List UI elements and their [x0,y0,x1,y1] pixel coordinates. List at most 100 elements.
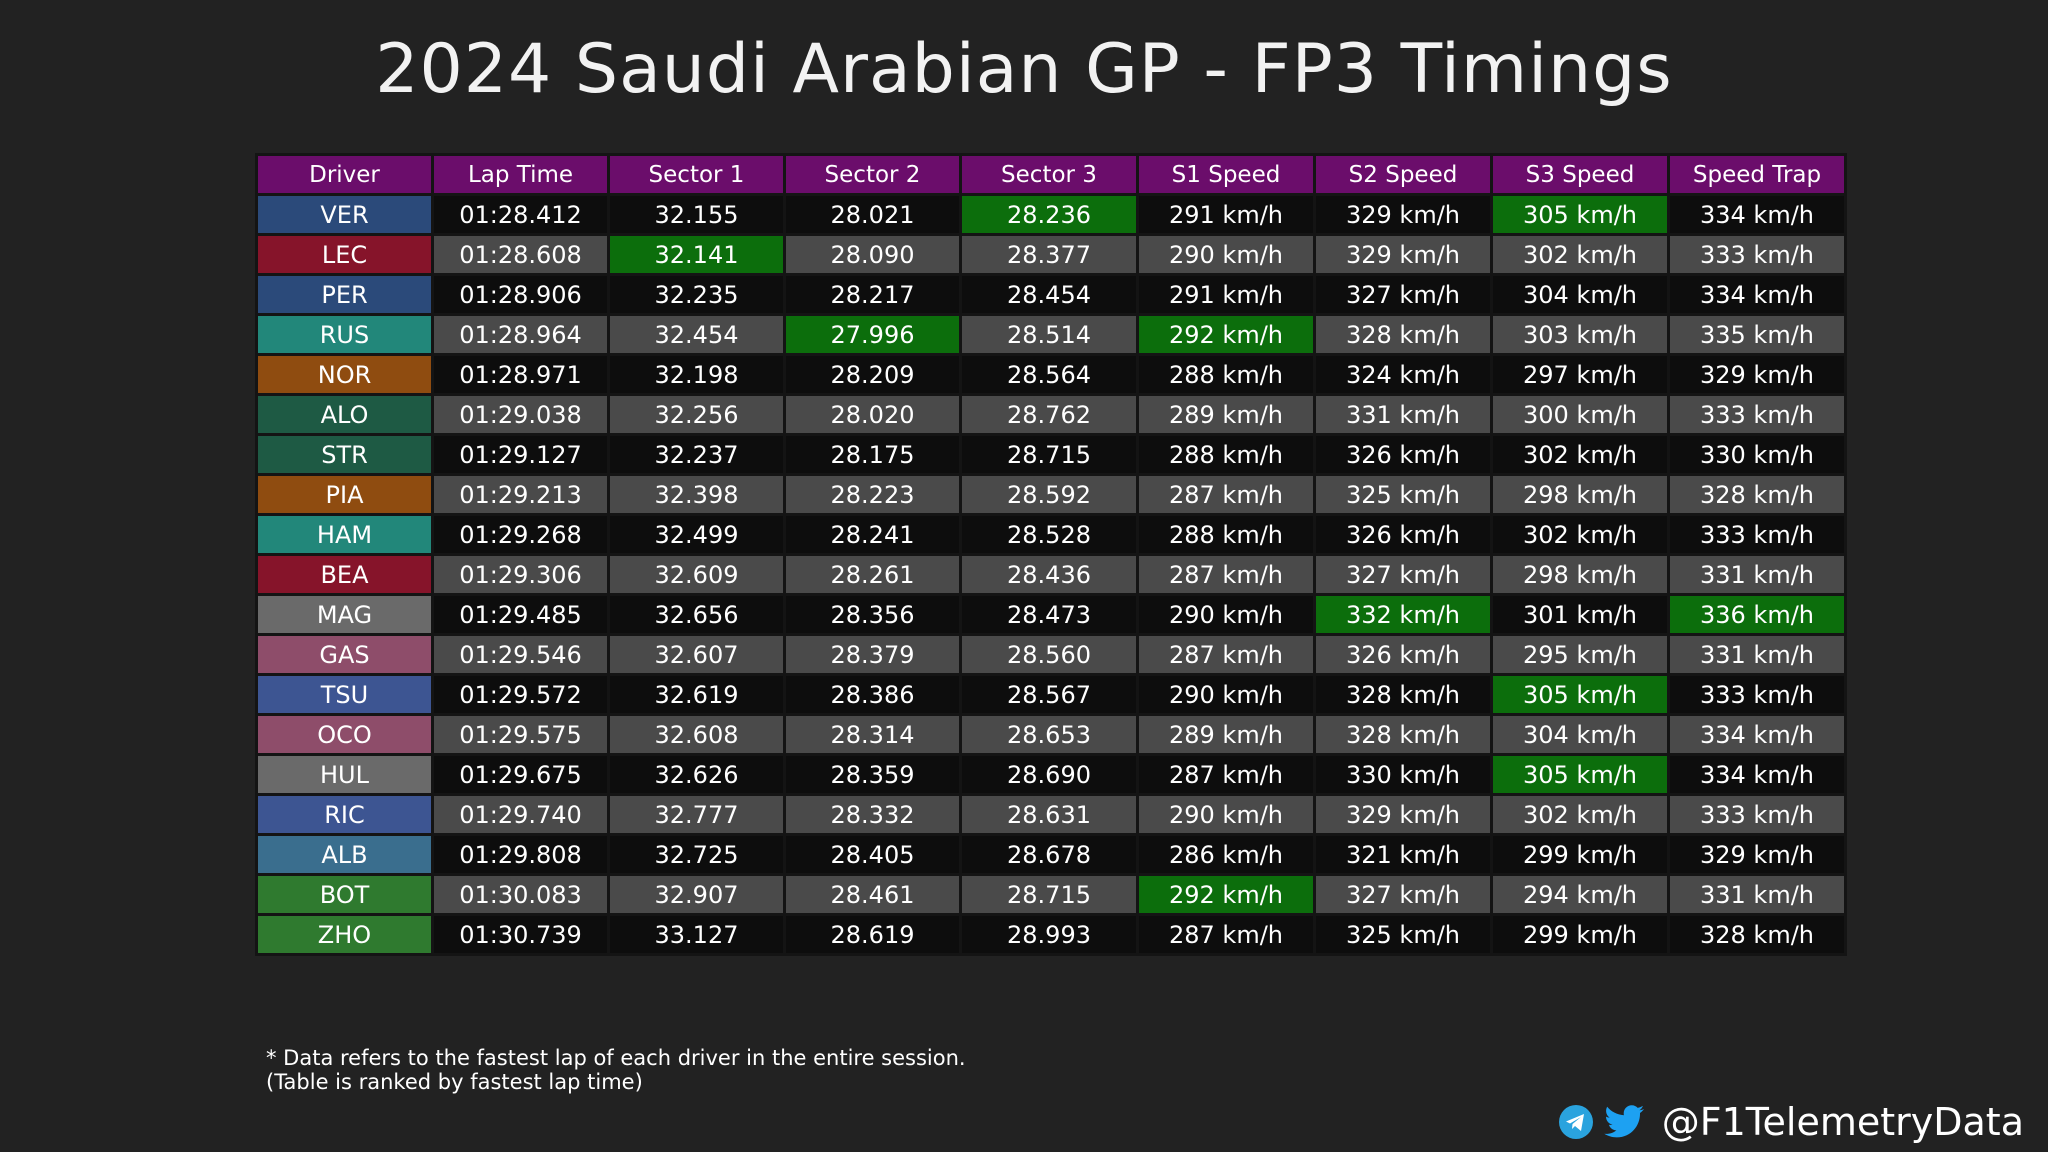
sector-3-cell: 28.564 [959,353,1139,396]
sector-1-cell: 32.237 [607,433,786,476]
sector-3-cell: 28.653 [959,713,1139,756]
s1-speed-cell: 290 km/h [1136,593,1316,636]
sector-3-cell: 28.560 [959,633,1139,676]
sector-1-cell: 32.499 [607,513,786,556]
s1-speed-cell: 291 km/h [1136,273,1316,316]
s1-speed-cell: 291 km/h [1136,193,1316,236]
sector-3-cell: 28.690 [959,753,1139,796]
sector-1-cell: 32.141 [607,233,786,276]
sector-3-cell: 28.528 [959,513,1139,556]
s1-speed-cell: 288 km/h [1136,353,1316,396]
driver-cell: NOR [255,353,434,396]
table-row: ALO 01:29.038 32.256 28.020 28.762 289 km/h 33… [255,393,1847,436]
table-row: RUS 01:28.964 32.454 27.996 28.514 292 km/h 32… [255,313,1847,356]
s2-speed-cell: 328 km/h [1313,713,1493,756]
speed-trap-cell: 333 km/h [1667,233,1847,276]
sector-3-cell: 28.473 [959,593,1139,636]
sector-2-cell: 28.217 [783,273,962,316]
sector-2-cell: 28.619 [783,913,962,956]
column-header-s1-speed: S1 Speed [1136,153,1316,196]
sector-1-cell: 32.626 [607,753,786,796]
speed-trap-cell: 335 km/h [1667,313,1847,356]
sector-1-cell: 33.127 [607,913,786,956]
s1-speed-cell: 290 km/h [1136,673,1316,716]
driver-cell: TSU [255,673,434,716]
driver-cell: LEC [255,233,434,276]
sector-2-cell: 28.405 [783,833,962,876]
sector-3-cell: 28.514 [959,313,1139,356]
footnote-line-2: (Table is ranked by fastest lap time) [266,1070,643,1094]
table-row: VER 01:28.412 32.155 28.021 28.236 291 km/h 32… [255,193,1847,236]
s2-speed-cell: 326 km/h [1313,513,1493,556]
table-body: VER 01:28.412 32.155 28.021 28.236 291 km/h 32… [255,193,1847,956]
s2-speed-cell: 326 km/h [1313,633,1493,676]
s3-speed-cell: 302 km/h [1490,233,1670,276]
lap-time-cell: 01:30.739 [431,913,610,956]
sector-3-cell: 28.993 [959,913,1139,956]
s2-speed-cell: 325 km/h [1313,913,1493,956]
brand-handle[interactable]: @F1TelemetryData [1661,1100,2024,1144]
driver-cell: ALO [255,393,434,436]
driver-cell: RUS [255,313,434,356]
speed-trap-cell: 333 km/h [1667,793,1847,836]
sector-3-cell: 28.678 [959,833,1139,876]
speed-trap-cell: 328 km/h [1667,913,1847,956]
sector-2-cell: 28.332 [783,793,962,836]
speed-trap-cell: 330 km/h [1667,433,1847,476]
table-row: PER 01:28.906 32.235 28.217 28.454 291 km/h 32… [255,273,1847,316]
lap-time-cell: 01:29.546 [431,633,610,676]
lap-time-cell: 01:28.906 [431,273,610,316]
lap-time-cell: 01:29.127 [431,433,610,476]
lap-time-cell: 01:30.083 [431,873,610,916]
speed-trap-cell: 333 km/h [1667,673,1847,716]
sector-2-cell: 27.996 [783,313,962,356]
lap-time-cell: 01:29.268 [431,513,610,556]
driver-cell: GAS [255,633,434,676]
sector-2-cell: 28.359 [783,753,962,796]
table-row: BEA 01:29.306 32.609 28.261 28.436 287 km/h 32… [255,553,1847,596]
lap-time-cell: 01:29.675 [431,753,610,796]
speed-trap-cell: 331 km/h [1667,553,1847,596]
telegram-icon[interactable] [1558,1104,1594,1140]
s2-speed-cell: 321 km/h [1313,833,1493,876]
s1-speed-cell: 288 km/h [1136,433,1316,476]
table-row: TSU 01:29.572 32.619 28.386 28.567 290 km/h 32… [255,673,1847,716]
table-row: RIC 01:29.740 32.777 28.332 28.631 290 km/h 32… [255,793,1847,836]
s2-speed-cell: 330 km/h [1313,753,1493,796]
speed-trap-cell: 333 km/h [1667,513,1847,556]
s2-speed-cell: 328 km/h [1313,313,1493,356]
speed-trap-cell: 334 km/h [1667,753,1847,796]
s2-speed-cell: 332 km/h [1313,593,1493,636]
s1-speed-cell: 287 km/h [1136,753,1316,796]
s3-speed-cell: 305 km/h [1490,753,1670,796]
table-row: HUL 01:29.675 32.626 28.359 28.690 287 km/h 33… [255,753,1847,796]
lap-time-cell: 01:29.306 [431,553,610,596]
sector-3-cell: 28.436 [959,553,1139,596]
s1-speed-cell: 286 km/h [1136,833,1316,876]
sector-1-cell: 32.619 [607,673,786,716]
lap-time-cell: 01:29.808 [431,833,610,876]
lap-time-cell: 01:28.964 [431,313,610,356]
s1-speed-cell: 289 km/h [1136,713,1316,756]
column-header-s2-speed: S2 Speed [1313,153,1493,196]
table-row: ZHO 01:30.739 33.127 28.619 28.993 287 km/h 32… [255,913,1847,956]
sector-1-cell: 32.608 [607,713,786,756]
sector-3-cell: 28.567 [959,673,1139,716]
sector-1-cell: 32.777 [607,793,786,836]
column-header-sector-2: Sector 2 [783,153,962,196]
s2-speed-cell: 327 km/h [1313,873,1493,916]
s1-speed-cell: 292 km/h [1136,873,1316,916]
twitter-icon[interactable] [1604,1104,1646,1140]
speed-trap-cell: 334 km/h [1667,713,1847,756]
sector-2-cell: 28.241 [783,513,962,556]
table-row: BOT 01:30.083 32.907 28.461 28.715 292 km/h 32… [255,873,1847,916]
s2-speed-cell: 327 km/h [1313,553,1493,596]
sector-3-cell: 28.592 [959,473,1139,516]
speed-trap-cell: 334 km/h [1667,193,1847,236]
s3-speed-cell: 303 km/h [1490,313,1670,356]
table-row: STR 01:29.127 32.237 28.175 28.715 288 km/h 32… [255,433,1847,476]
s3-speed-cell: 299 km/h [1490,913,1670,956]
column-header-lap-time: Lap Time [431,153,610,196]
footnote-line-1: * Data refers to the fastest lap of each… [266,1046,966,1070]
sector-1-cell: 32.198 [607,353,786,396]
